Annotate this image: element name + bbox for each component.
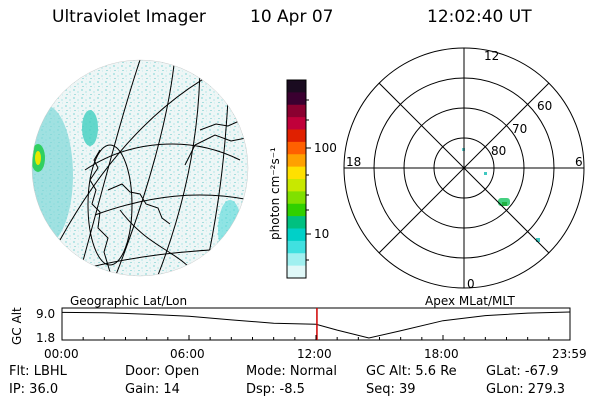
mlt-label-12: 12: [484, 49, 499, 63]
y-tick-9.0: 9.0: [36, 307, 55, 321]
colorbar-frame: [286, 79, 307, 279]
observation-date: 10 Apr 07: [250, 7, 334, 27]
observation-time: 12:02:40 UT: [427, 7, 532, 27]
colorbar-unit-label: photon cm⁻²s⁻¹: [268, 147, 282, 240]
colorbar-segment: [287, 92, 306, 106]
status-gain: Gain: 14: [125, 382, 180, 397]
status-glon: GLon: 279.3: [486, 382, 566, 397]
colorbar-segment: [287, 179, 306, 192]
status-filter: Flt: LBHL: [9, 364, 67, 379]
status-mode: Mode: Normal: [246, 364, 337, 379]
instrument-title: Ultraviolet Imager: [52, 7, 206, 27]
colorbar-tick-10: 10: [314, 227, 329, 241]
colorbar-segment: [287, 253, 306, 267]
mlat-label-70: 70: [512, 122, 527, 136]
x-tick-0000: 00:00: [44, 347, 79, 361]
mlt-label-18: 18: [346, 155, 361, 169]
left-map-label: Geographic Lat/Lon: [70, 294, 187, 308]
status-seq: Seq: 39: [366, 382, 416, 397]
colorbar-segment: [287, 228, 306, 242]
x-tick-0600: 06:00: [170, 347, 205, 361]
gc-altitude-timeline: 9.0 1.8 GC Alt 00:00 06:00 12:00 18:00 2…: [10, 307, 587, 361]
mlat-label-80: 80: [491, 144, 506, 158]
colorbar-tick-100: 100: [314, 141, 337, 155]
colorbar-segment: [287, 141, 306, 155]
x-tick-1200: 12:00: [297, 347, 332, 361]
colorbar-segment: [287, 80, 306, 93]
status-gc-alt: GC Alt: 5.6 Re: [366, 364, 457, 379]
colorbar: [287, 80, 306, 279]
status-glat: GLat: -67.9: [486, 364, 559, 379]
colorbar-segment: [287, 129, 306, 143]
timeline-y-label: GC Alt: [10, 307, 24, 345]
colorbar-segment: [287, 265, 306, 279]
colorbar-segment: [287, 203, 306, 217]
status-door: Door: Open: [125, 364, 200, 379]
colorbar-segment: [287, 154, 306, 168]
y-tick-1.8: 1.8: [36, 331, 55, 345]
x-tick-2359: 23:59: [552, 347, 587, 361]
colorbar-segment: [287, 166, 306, 180]
colorbar-segment: [287, 104, 306, 118]
colorbar-segment: [287, 240, 306, 254]
status-dsp: Dsp: -8.5: [246, 382, 305, 397]
colorbar-segment: [287, 191, 306, 205]
status-ip: IP: 36.0: [9, 382, 59, 397]
mlt-label-0: 0: [467, 277, 475, 291]
colorbar-segment: [287, 216, 306, 229]
mlat-label-60: 60: [537, 99, 552, 113]
x-tick-1800: 18:00: [424, 347, 459, 361]
mlt-label-6: 6: [575, 155, 583, 169]
altitude-curve: [61, 311, 571, 339]
apex-polar-plot: 12 18 6 0 60 70 80: [343, 47, 585, 291]
right-map-label: Apex MLat/MLT: [425, 294, 515, 308]
colorbar-segment: [287, 117, 306, 130]
